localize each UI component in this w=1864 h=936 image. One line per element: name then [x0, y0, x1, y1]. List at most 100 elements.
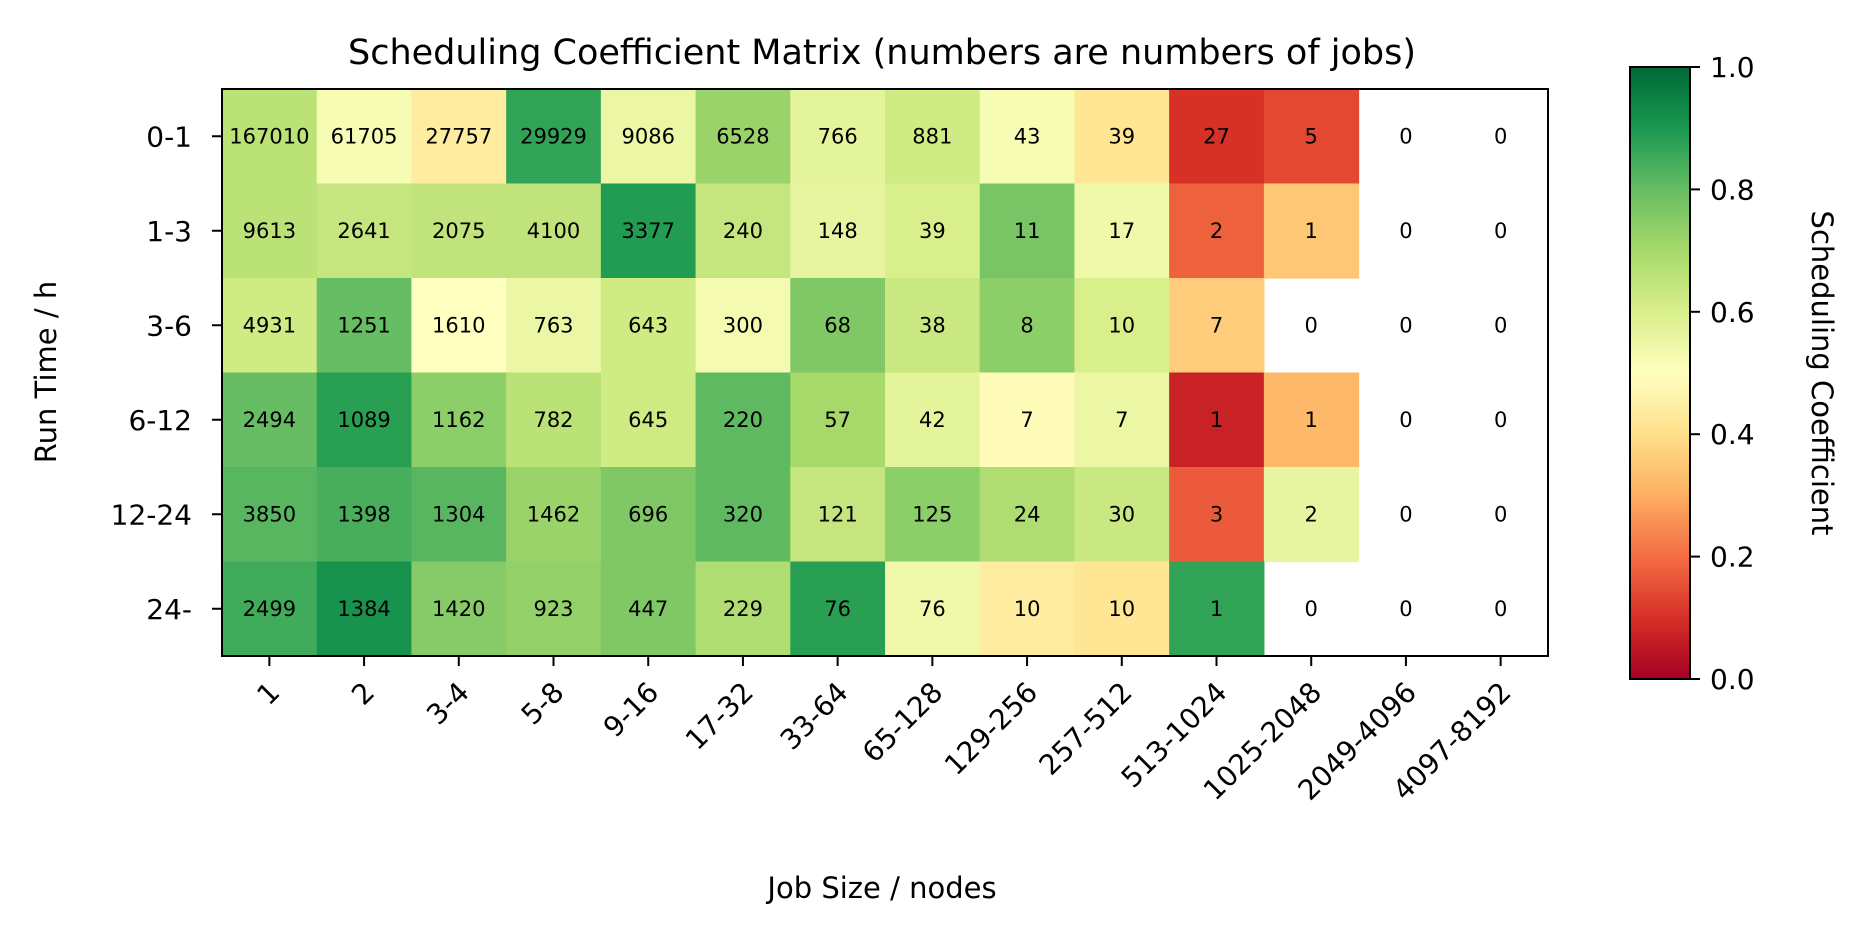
- heatmap-cell: [506, 372, 602, 468]
- cell-count-label: 645: [628, 408, 668, 432]
- cell-count-label: 1: [1305, 219, 1318, 243]
- heatmap-cell: [600, 183, 697, 279]
- colorbar-label: Scheduling Coefficient: [1805, 211, 1839, 536]
- heatmap-cell: [411, 561, 507, 657]
- cell-count-label: 17: [1108, 219, 1135, 243]
- cell-count-label: 0: [1399, 597, 1412, 621]
- cell-count-label: 0: [1305, 597, 1318, 621]
- heatmap-cell: [222, 372, 318, 468]
- cell-count-label: 4100: [527, 219, 580, 243]
- heatmap-cells: 167010 61705 27757 29929 9086 6528 766 881 43 39 2…: [222, 89, 1507, 657]
- heatmap-cell: [695, 561, 791, 657]
- heatmap-cell: [790, 183, 886, 279]
- heatmap-cell: [316, 372, 413, 468]
- cell-count-label: 2: [1210, 219, 1223, 243]
- cell-count-label: 300: [723, 313, 763, 337]
- x-tick-label: 5-8: [515, 676, 571, 732]
- cell-count-label: 9086: [621, 124, 674, 148]
- cell-count-label: 11: [1014, 219, 1041, 243]
- heatmap-cell: [790, 561, 886, 657]
- cell-count-label: 0: [1494, 124, 1507, 148]
- heatmap-cell: [979, 89, 1076, 185]
- cell-count-label: 1384: [337, 597, 390, 621]
- heatmap-cell: [1263, 183, 1360, 279]
- heatmap-cell: [600, 561, 697, 657]
- heatmap-cell: [979, 561, 1076, 657]
- heatmap-cell: [316, 467, 413, 563]
- heatmap-cell: [790, 372, 886, 468]
- cell-count-label: 30: [1108, 502, 1135, 526]
- heatmap-cell: [222, 183, 318, 279]
- cell-count-label: 39: [1108, 124, 1135, 148]
- cell-count-label: 1: [1305, 408, 1318, 432]
- cell-count-label: 1251: [337, 313, 390, 337]
- cell-count-label: 167010: [229, 124, 309, 148]
- heatmap-cell: [222, 278, 318, 374]
- x-tick-label: 3-4: [420, 676, 476, 732]
- heatmap-cell: [695, 372, 791, 468]
- cell-count-label: 5: [1305, 124, 1318, 148]
- cell-count-label: 320: [723, 502, 763, 526]
- cell-count-label: 0: [1494, 313, 1507, 337]
- heatmap-cell: [1169, 372, 1265, 468]
- colorbar-tick-label: 0.2: [1710, 541, 1755, 574]
- heatmap-cell: [885, 183, 981, 279]
- chart-title: Scheduling Coefficient Matrix (numbers a…: [348, 33, 1416, 73]
- cell-count-label: 38: [919, 313, 946, 337]
- cell-count-label: 1462: [527, 502, 580, 526]
- x-tick-label: 33-64: [774, 676, 855, 757]
- cell-count-label: 1420: [432, 597, 485, 621]
- cell-count-label: 10: [1108, 597, 1135, 621]
- heatmap-cell: [885, 278, 981, 374]
- cell-count-label: 6528: [716, 124, 769, 148]
- cell-count-label: 0: [1399, 408, 1412, 432]
- heatmap-cell: [790, 278, 886, 374]
- heatmap-cell: [316, 183, 413, 279]
- heatmap-cell: [1074, 183, 1170, 279]
- heatmap-cell: [411, 89, 507, 185]
- cell-count-label: 39: [919, 219, 946, 243]
- cell-count-label: 0: [1399, 502, 1412, 526]
- x-axis-ticks: 1 2 3-4 5-8 9-16 17-32 33-64 65-128129-256257-5…: [250, 656, 1518, 807]
- colorbar-tick-label: 1.0: [1710, 51, 1755, 84]
- heatmap-cell: [1074, 561, 1170, 657]
- heatmap-cell: [411, 372, 507, 468]
- cell-count-label: 7: [1115, 408, 1128, 432]
- heatmap-cell: [411, 278, 507, 374]
- cell-count-label: 3850: [243, 502, 296, 526]
- heatmap-cell: [885, 561, 981, 657]
- cell-count-label: 9613: [243, 219, 296, 243]
- y-tick-label: 24-: [146, 593, 192, 626]
- heatmap-cell: [1074, 278, 1170, 374]
- y-axis-ticks: 0-1 1-3 3-6 6-12 12-24 24-: [111, 120, 222, 626]
- cell-count-label: 2075: [432, 219, 485, 243]
- cell-count-label: 24: [1014, 502, 1041, 526]
- heatmap-cell: [695, 183, 791, 279]
- heatmap-cell: [506, 183, 602, 279]
- cell-count-label: 0: [1399, 219, 1412, 243]
- y-tick-label: 1-3: [146, 215, 192, 248]
- cell-count-label: 1: [1210, 597, 1223, 621]
- y-axis-label: Run Time / h: [29, 281, 63, 463]
- heatmap-cell: [695, 278, 791, 374]
- cell-count-label: 923: [533, 597, 573, 621]
- colorbar-tick-label: 0.8: [1710, 173, 1755, 206]
- cell-count-label: 0: [1494, 502, 1507, 526]
- cell-count-label: 696: [628, 502, 668, 526]
- cell-count-label: 148: [818, 219, 858, 243]
- cell-count-label: 643: [628, 313, 668, 337]
- x-tick-label: 17-32: [679, 676, 760, 757]
- heatmap-cell: [790, 467, 886, 563]
- cell-count-label: 3377: [621, 219, 674, 243]
- cell-count-label: 42: [919, 408, 946, 432]
- heatmap-cell: [506, 89, 602, 185]
- cell-count-label: 220: [723, 408, 763, 432]
- cell-count-label: 0: [1494, 597, 1507, 621]
- x-tick-label: 2: [345, 676, 381, 712]
- heatmap-cell: [979, 183, 1076, 279]
- heatmap-cell: [411, 467, 507, 563]
- heatmap-cell: [1169, 183, 1265, 279]
- x-axis-label: Job Size / nodes: [765, 871, 996, 905]
- heatmap-cell: [316, 561, 413, 657]
